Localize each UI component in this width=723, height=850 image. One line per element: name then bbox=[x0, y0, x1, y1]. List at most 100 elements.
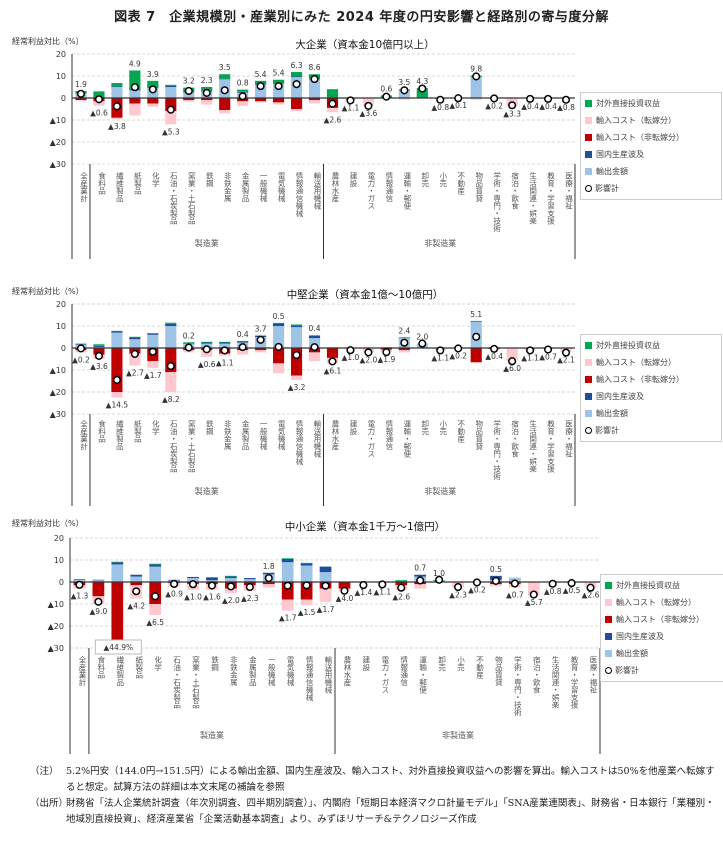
bar-segment bbox=[300, 563, 313, 566]
x-category-label: 食料品 bbox=[97, 655, 106, 680]
legend-swatch-icon bbox=[605, 582, 612, 589]
x-category-label: 窯業・土石製品 bbox=[191, 655, 200, 710]
x-category-label: 金属製品 bbox=[241, 419, 250, 452]
total-marker bbox=[491, 576, 500, 585]
y-tick-label: 20 bbox=[56, 50, 66, 59]
total-data-label: ▲1.1 bbox=[373, 587, 391, 596]
total-marker bbox=[94, 597, 103, 606]
note-row: （注） 5.2%円安（144.0円→151.5円）による輸出金額、国内生産波及、… bbox=[30, 764, 723, 796]
bar-segment bbox=[149, 564, 162, 567]
total-marker bbox=[400, 338, 409, 347]
legend-mid: 対外直接投資収益 輸入コスト（転嫁分） 輸入コスト（非転嫁分） 国内生産波及 輸出金額影… bbox=[580, 334, 722, 442]
bar-segment bbox=[395, 582, 408, 586]
bar-segment bbox=[201, 100, 213, 105]
bar-segment bbox=[201, 342, 213, 344]
bar-segment bbox=[147, 333, 159, 334]
legend-item: 影響計 bbox=[605, 662, 719, 679]
legend-swatch-icon bbox=[585, 376, 592, 383]
total-data-label: ▲5.7 bbox=[525, 598, 543, 607]
x-category-label: 紙製品 bbox=[135, 655, 144, 680]
total-marker bbox=[226, 582, 235, 591]
total-marker bbox=[586, 583, 595, 592]
total-data-label: ▲0.5 bbox=[563, 586, 581, 595]
y-tick-label: 10 bbox=[56, 322, 66, 331]
x-category-label: 金属製品 bbox=[241, 171, 250, 204]
bar-segment bbox=[414, 574, 427, 577]
legend-swatch-icon bbox=[585, 168, 592, 175]
y-tick-label: 20 bbox=[56, 300, 66, 309]
total-data-label: 5.1 bbox=[470, 310, 482, 319]
x-group-label: 非製造業 bbox=[424, 238, 456, 248]
bar-segment bbox=[73, 579, 86, 580]
legend-swatch-icon bbox=[585, 151, 592, 158]
bar-segment bbox=[130, 574, 143, 577]
total-marker bbox=[561, 348, 571, 357]
x-category-label: 電気機械 bbox=[286, 656, 295, 688]
total-data-label: 5.4 bbox=[255, 70, 267, 79]
x-category-label: 窯業・土石製品 bbox=[187, 171, 196, 226]
bar-segment bbox=[93, 345, 105, 347]
bar-segment bbox=[219, 110, 231, 114]
total-data-label: 2.3 bbox=[201, 76, 213, 85]
legend-label: 対外直接投資収益 bbox=[596, 341, 660, 350]
total-data-label: ▲0.7 bbox=[506, 591, 524, 600]
total-data-label: ▲2.7 bbox=[126, 369, 144, 378]
total-data-label: 0.2 bbox=[183, 331, 195, 340]
bar-segment bbox=[308, 79, 321, 98]
chart-large-enterprises: 経常利益対比（%） 大企業（資本金10億円以上） ▲30 ▲20 ▲10 0 10 20 1.9… bbox=[12, 36, 576, 259]
note-text: 5.2%円安（144.0円→151.5円）による輸出金額、国内生産波及、輸入コス… bbox=[66, 766, 715, 793]
total-marker bbox=[238, 92, 247, 101]
bar-segment bbox=[129, 336, 141, 338]
total-data-label: ▲1.3 bbox=[71, 592, 89, 601]
x-category-label: 石油・石炭製品 bbox=[172, 656, 181, 710]
x-category-label: 医療・福祉 bbox=[589, 656, 598, 695]
total-data-label: ▲0.2 bbox=[485, 101, 503, 110]
total-data-label: ▲1.7 bbox=[144, 371, 162, 380]
total-data-label: ▲2.6 bbox=[582, 591, 600, 600]
total-marker bbox=[544, 94, 553, 103]
legend-label: 国内生産波及 bbox=[616, 632, 664, 641]
x-category-label: 輸送用機械 bbox=[313, 171, 322, 211]
y-tick-label: ▲10 bbox=[50, 116, 66, 125]
total-data-label: ▲1.1 bbox=[216, 359, 234, 368]
total-marker bbox=[207, 581, 217, 590]
x-category-label: 石油・石炭製品 bbox=[169, 420, 178, 474]
bar-segment bbox=[506, 348, 518, 362]
legend-swatch-icon bbox=[605, 633, 612, 640]
total-marker bbox=[346, 96, 355, 105]
total-data-label: 6.3 bbox=[291, 61, 303, 70]
total-marker bbox=[321, 581, 330, 590]
legend-item: 輸出金額 bbox=[605, 645, 719, 662]
bar-segment bbox=[147, 334, 159, 348]
x-category-label: 電気機械 bbox=[277, 172, 286, 204]
total-marker bbox=[436, 95, 445, 104]
x-category-label: 物品賃貸 bbox=[494, 655, 503, 688]
total-marker bbox=[274, 342, 283, 351]
bar-segment bbox=[273, 323, 285, 326]
total-marker bbox=[397, 583, 406, 592]
total-marker bbox=[112, 102, 121, 111]
bar-segment bbox=[129, 339, 141, 348]
total-marker bbox=[94, 351, 103, 360]
bar-segment bbox=[398, 350, 410, 353]
x-category-label: 医療・福祉 bbox=[564, 172, 573, 211]
total-data-label: 3.9 bbox=[147, 70, 159, 79]
y-tick-label: ▲30 bbox=[50, 410, 66, 419]
bar-segment bbox=[225, 578, 237, 582]
x-category-label: 宿泊・飲食 bbox=[510, 419, 519, 459]
bar-segment bbox=[75, 344, 87, 345]
x-category-label: 情報通信 bbox=[400, 655, 409, 688]
bar-segment bbox=[93, 91, 105, 98]
total-data-label: ▲0.6 bbox=[90, 109, 108, 118]
total-marker bbox=[283, 581, 292, 590]
bar-segment bbox=[290, 348, 303, 376]
total-marker bbox=[256, 335, 265, 344]
total-data-label: 2.0 bbox=[416, 333, 428, 342]
total-marker bbox=[435, 575, 444, 584]
bar-segment bbox=[237, 91, 249, 93]
x-category-label: 全産業計 bbox=[79, 419, 88, 452]
bar-segment bbox=[219, 343, 231, 348]
legend-swatch-icon bbox=[605, 616, 612, 623]
total-data-label: ▲4.2 bbox=[127, 602, 145, 611]
total-data-label: ▲0.4 bbox=[521, 102, 539, 111]
